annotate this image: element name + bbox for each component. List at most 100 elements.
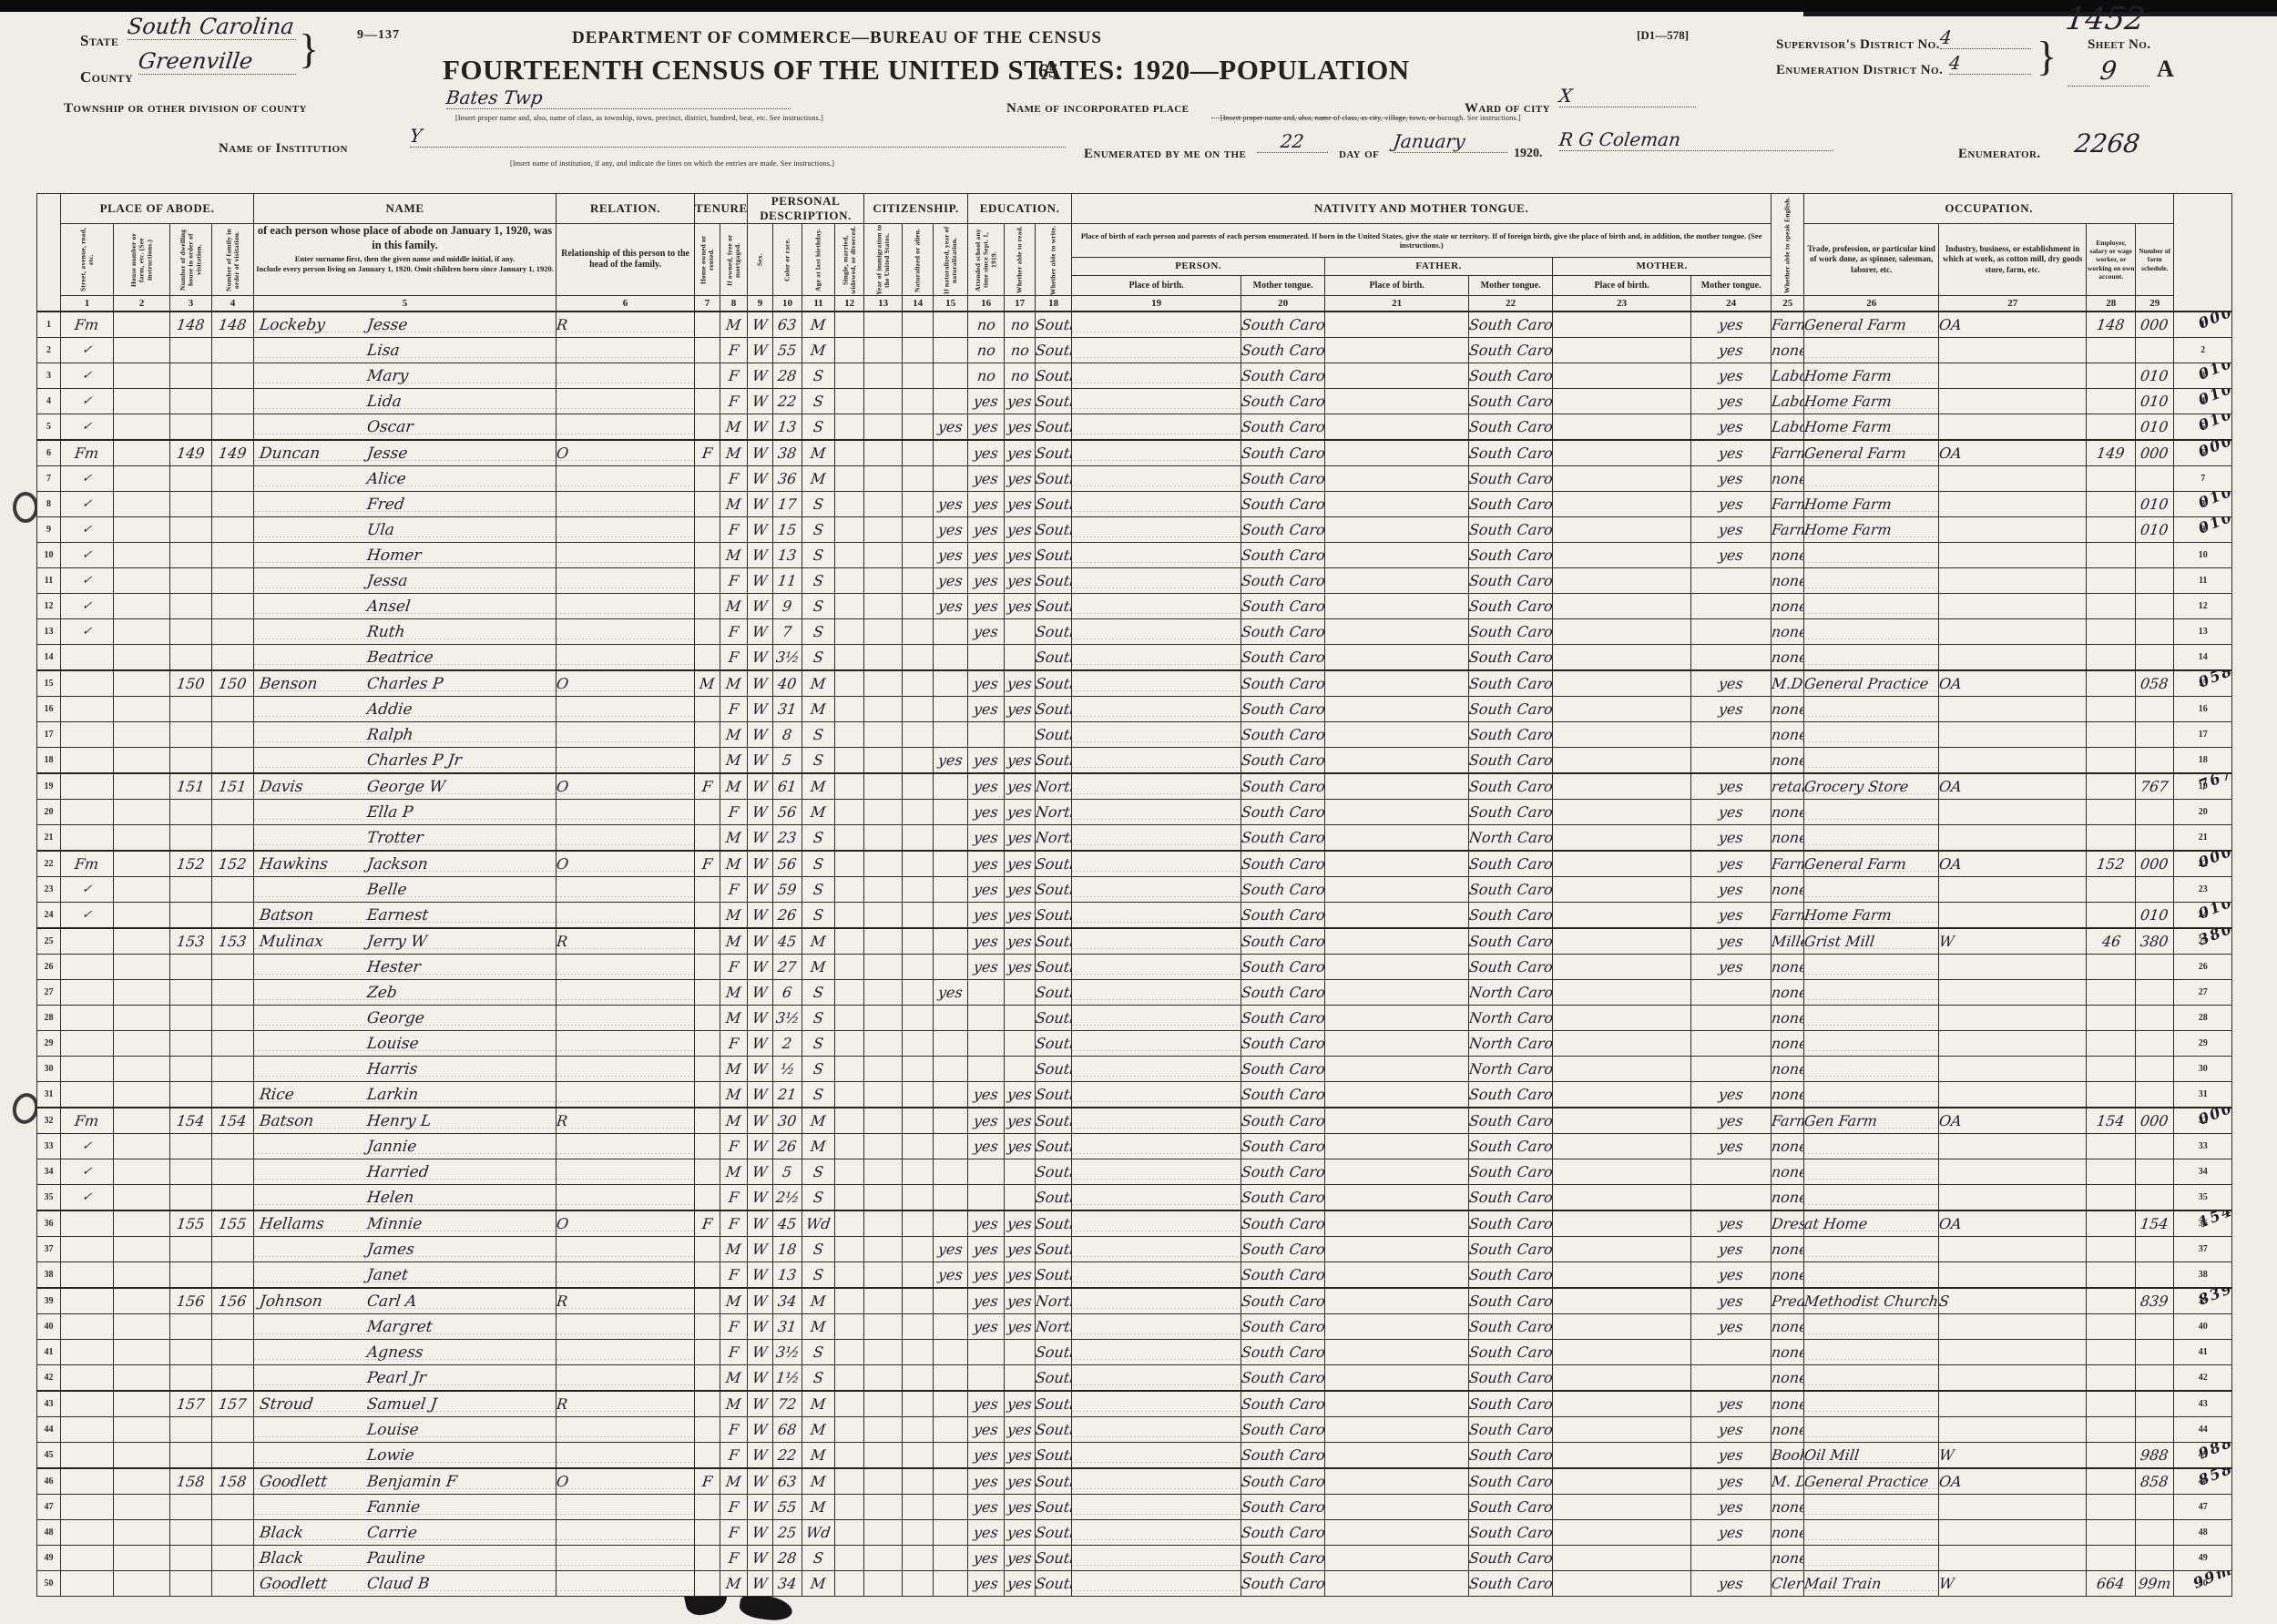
- col-age: M: [802, 799, 836, 825]
- col-age: M: [802, 1313, 836, 1340]
- given-name: Claud B: [365, 1574, 431, 1593]
- col-farm-schedule: [2135, 465, 2175, 492]
- col-family-number: [210, 516, 255, 543]
- col-house-number: [113, 1030, 170, 1057]
- col-person-birthplace: [1071, 337, 1242, 363]
- col-able-to-read: yes: [1004, 567, 1036, 594]
- col-naturalized: [902, 1030, 934, 1057]
- col-dwelling-number: [169, 1133, 212, 1159]
- col-age: S: [802, 1261, 836, 1289]
- col-home-owned: [694, 1570, 721, 1597]
- row-number-right: 4 010: [2173, 388, 2233, 414]
- col-marital-status: [834, 1261, 865, 1289]
- col-marital-status: [834, 1133, 865, 1159]
- col-able-to-write: South Carolina: [1035, 850, 1073, 877]
- col-attended-school: [967, 721, 1006, 748]
- col-immigration-year: [863, 1467, 904, 1495]
- col-relation: [556, 1364, 696, 1392]
- row-number-right: 26: [2173, 954, 2233, 980]
- col-naturalization-year: [933, 954, 969, 980]
- row-number-left: 26: [36, 954, 61, 980]
- col-marital-status: [834, 799, 865, 825]
- col-header-farm-schedule: Number of farm schedule.: [2135, 223, 2175, 296]
- col-owned-free-mortgaged: F: [720, 1133, 749, 1159]
- col-father-birthplace: [1324, 1494, 1470, 1520]
- given-name: Jessa: [365, 571, 409, 590]
- col-house-number: [113, 979, 170, 1006]
- given-name: Addie: [365, 700, 414, 719]
- col-owned-free-mortgaged: F: [720, 696, 749, 722]
- row-number-left: 22: [36, 850, 61, 877]
- col-naturalization-year: yes: [933, 414, 969, 441]
- col-speaks-english: none: [1771, 954, 1805, 980]
- col-naturalized: [902, 824, 934, 852]
- col-able-to-write: South Carolina: [1035, 1030, 1073, 1057]
- col-mother-mother-tongue: [1690, 721, 1772, 748]
- col-farm-schedule: 010: [2135, 902, 2175, 929]
- col-able-to-read: yes: [1004, 902, 1036, 929]
- col-header-sex: Sex.: [747, 223, 773, 296]
- col-marital-status: [834, 1494, 865, 1520]
- col-immigration-year: [863, 1494, 904, 1520]
- col-father-mother-tongue: South Carolina: [1468, 1570, 1554, 1597]
- col-trade: [1803, 1545, 1940, 1571]
- col-home-owned: [694, 747, 721, 774]
- col-color-race: 34: [772, 1570, 803, 1597]
- col-trade: General Practice: [1803, 1467, 1940, 1495]
- col-dwelling-number: 153: [169, 927, 212, 955]
- col-name: Hester: [253, 954, 557, 980]
- col-mother-birthplace: [1552, 1545, 1692, 1571]
- col-family-number: 155: [210, 1210, 255, 1237]
- col-dwelling-number: [169, 1081, 212, 1108]
- col-sex: W: [747, 1210, 774, 1237]
- col-name: Agness: [253, 1339, 557, 1365]
- col-marital-status: [834, 1339, 865, 1365]
- col-trade: Home Farm: [1803, 363, 1940, 389]
- row-number-left: 47: [36, 1494, 61, 1520]
- col-marital-status: [834, 311, 865, 338]
- col-owned-free-mortgaged: M: [720, 927, 749, 955]
- col-immigration-year: [863, 1261, 904, 1289]
- col-father-birthplace: [1324, 593, 1470, 619]
- column-number-2: 2: [113, 295, 170, 312]
- col-employment-class: [2086, 414, 2137, 441]
- col-farm-schedule: [2135, 1519, 2175, 1546]
- col-home-owned: [694, 927, 721, 955]
- form-number: 9—137: [357, 28, 400, 42]
- col-able-to-read: yes: [1004, 850, 1036, 877]
- col-employment-class: 46: [2086, 927, 2137, 955]
- col-naturalized: [902, 567, 934, 594]
- col-employment-class: [2086, 465, 2137, 492]
- col-marital-status: [834, 644, 865, 671]
- col-name: Batson Earnest: [253, 902, 557, 929]
- col-street: ✓: [60, 902, 114, 929]
- given-name: Ella P: [365, 802, 414, 822]
- col-naturalized: [902, 1313, 934, 1340]
- col-dwelling-number: [169, 1545, 212, 1571]
- col-immigration-year: [863, 644, 904, 671]
- col-street: ✓: [60, 618, 114, 645]
- col-naturalized: [902, 439, 934, 466]
- group-place-of-abode: PLACE OF ABODE.: [59, 193, 255, 224]
- col-person-birthplace: [1071, 1107, 1242, 1134]
- col-trade: [1803, 1261, 1940, 1289]
- col-employment-class: [2086, 1467, 2137, 1495]
- row-number-left: 36: [36, 1210, 61, 1237]
- col-trade: Home Farm: [1803, 388, 1940, 414]
- col-sex: W: [747, 850, 774, 877]
- col-owned-free-mortgaged: M: [720, 311, 749, 338]
- col-house-number: [113, 1570, 170, 1597]
- col-speaks-english: none: [1771, 1261, 1805, 1289]
- col-person-birthplace: [1071, 439, 1242, 466]
- col-industry: [1938, 1519, 2088, 1546]
- col-mother-birthplace: [1552, 439, 1692, 466]
- col-speaks-english: retail Merchant: [1771, 772, 1805, 800]
- row-number-left: 14: [36, 644, 61, 671]
- col-industry: [1938, 902, 2088, 929]
- column-number-9: 9: [747, 295, 774, 312]
- col-marital-status: [834, 618, 865, 645]
- col-mother-birthplace: [1552, 516, 1692, 543]
